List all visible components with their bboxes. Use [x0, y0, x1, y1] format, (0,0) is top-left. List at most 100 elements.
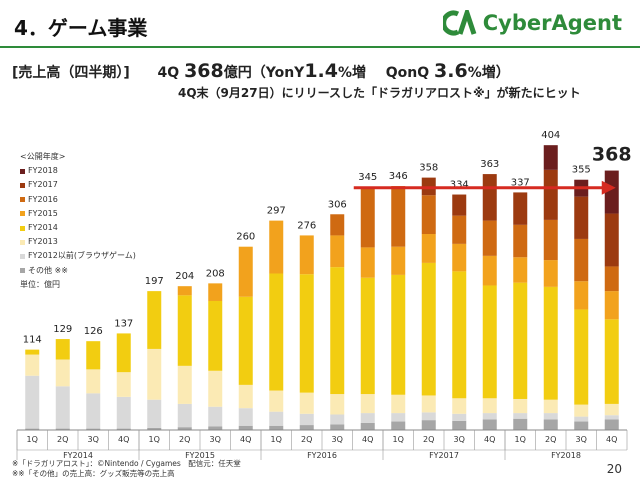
legend-label: FY2016 — [28, 194, 58, 204]
footnotes: ※「ドラガリアロスト」：©Nintendo / Cygames 配信元：任天堂 … — [12, 459, 241, 479]
bar-segment — [238, 408, 253, 426]
summary-q4-unit: 億円（YonY — [223, 65, 305, 81]
legend-item: その他 ※※ — [20, 264, 136, 278]
page-title: 4．ゲーム事業 — [14, 16, 148, 40]
quarter-label: 2Q — [423, 435, 434, 444]
legend-swatch — [20, 183, 25, 188]
legend-label: FY2018 — [28, 166, 58, 176]
quarter-label: 2Q — [301, 435, 312, 444]
bar-segment — [25, 349, 40, 355]
bar-segment — [269, 390, 284, 412]
bar-segment — [208, 283, 223, 301]
total-label: 276 — [297, 220, 316, 231]
bar-segment — [177, 427, 192, 430]
bar-segment — [482, 220, 497, 256]
total-label: 334 — [450, 180, 469, 191]
bar-segment — [360, 413, 375, 423]
fiscal-year-label: FY2014 — [63, 451, 93, 460]
summary-qonq-unit: %増） — [467, 65, 510, 81]
bar-segment — [452, 271, 467, 399]
summary-yoy-value: 1.4 — [304, 60, 338, 82]
bar-segment — [55, 428, 70, 430]
bar-segment — [391, 394, 406, 414]
bar-segment — [299, 392, 314, 414]
bar-segment — [55, 339, 70, 360]
bar-segment — [238, 384, 253, 409]
fiscal-year-label: FY2016 — [307, 451, 337, 460]
total-label: 260 — [236, 232, 255, 243]
total-label: 297 — [267, 206, 286, 217]
summary-bracket: [売上高（四半期）] — [12, 65, 130, 81]
bar-segment — [269, 220, 284, 274]
bar-segment — [604, 266, 619, 292]
bar-segment — [513, 398, 528, 414]
bar-segment — [208, 370, 223, 407]
bar-segment — [452, 194, 467, 216]
legend-item: FY2018 — [20, 164, 136, 178]
total-label: 204 — [175, 271, 194, 282]
legend-label: FY2017 — [28, 180, 58, 190]
total-label: 208 — [206, 268, 225, 279]
quarter-label: 1Q — [393, 435, 404, 444]
legend-title: <公開年度> — [20, 152, 66, 161]
bar-segment — [574, 421, 589, 430]
bar-segment — [604, 419, 619, 430]
fiscal-year-label: FY2018 — [551, 451, 581, 460]
bar-segment — [299, 274, 314, 393]
bar-segment — [452, 243, 467, 272]
footnote-2: ※※「その他」の売上高：グッズ販売等の売上高 — [12, 469, 175, 478]
bar-segment — [177, 365, 192, 404]
bar-segment — [604, 319, 619, 404]
bar-segment — [391, 186, 406, 247]
bar-segment — [604, 403, 619, 416]
bar-segment — [543, 145, 558, 170]
bar-segment — [574, 196, 589, 239]
legend-label: その他 ※※ — [28, 265, 68, 275]
total-label: 337 — [511, 177, 530, 188]
bar-segment — [177, 295, 192, 366]
bar-segment — [543, 286, 558, 400]
quarter-label: 1Q — [515, 435, 526, 444]
bar-segment — [269, 425, 284, 430]
legend-item: FY2012以前(ブラウザゲーム) — [20, 249, 136, 263]
total-label: 368 — [592, 144, 632, 166]
bar-segment — [543, 399, 558, 414]
quarter-label: 4Q — [118, 435, 129, 444]
revenue-summary: [売上高（四半期）] 4Q 368億円（YonY1.4%増 QonQ 3.6%増… — [12, 60, 510, 82]
bar-segment — [86, 369, 101, 394]
quarter-label: 3Q — [454, 435, 465, 444]
bar-segment — [147, 427, 162, 430]
bar-segment — [299, 425, 314, 430]
bar-segment — [330, 424, 345, 430]
legend-swatch — [20, 268, 25, 274]
bar-segment — [177, 286, 192, 296]
bar-segment — [482, 174, 497, 221]
bar-segment — [116, 428, 131, 430]
bar-segment — [513, 413, 528, 419]
legend-item: FY2016 — [20, 193, 136, 207]
bar-segment — [238, 296, 253, 385]
bar-segment — [574, 281, 589, 310]
legend-swatch — [20, 239, 25, 245]
summary-q4-prefix: 4Q — [157, 65, 185, 81]
bar-segment — [513, 257, 528, 283]
bar-segment — [116, 372, 131, 397]
bar-segment — [25, 375, 40, 429]
bar-segment — [543, 169, 558, 220]
bar-segment — [604, 291, 619, 320]
total-label: 404 — [541, 130, 560, 141]
quarter-label: 4Q — [362, 435, 373, 444]
bar-segment — [391, 413, 406, 422]
legend-label: FY2015 — [28, 208, 58, 218]
bar-segment — [391, 421, 406, 430]
legend-label: FY2014 — [28, 223, 58, 233]
bar-segment — [238, 246, 253, 297]
header-divider — [0, 46, 640, 48]
bar-segment — [25, 354, 40, 376]
total-label: 346 — [389, 171, 408, 182]
bar-segment — [482, 285, 497, 399]
legend-swatch — [20, 225, 25, 231]
legend-item: FY2014 — [20, 221, 136, 235]
bar-segment — [482, 419, 497, 430]
